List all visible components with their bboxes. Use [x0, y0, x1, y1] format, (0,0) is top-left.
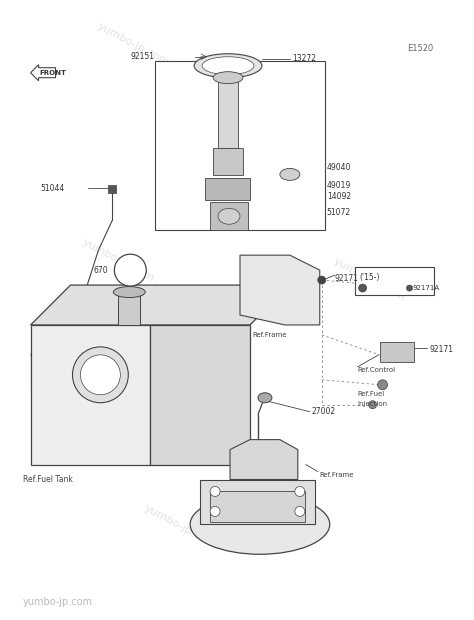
Polygon shape	[380, 342, 414, 362]
Circle shape	[359, 284, 366, 292]
Ellipse shape	[190, 495, 330, 554]
Ellipse shape	[113, 286, 145, 298]
Text: yumbo-jp.com: yumbo-jp.com	[81, 237, 156, 284]
Bar	[109, 185, 116, 193]
Text: 51072: 51072	[327, 208, 351, 217]
Polygon shape	[200, 479, 315, 525]
Text: yumbo-jp.com: yumbo-jp.com	[143, 503, 218, 549]
Polygon shape	[210, 492, 305, 523]
Text: yumbo-jp.com: yumbo-jp.com	[95, 21, 171, 68]
Text: Ref.Fuel Tank: Ref.Fuel Tank	[23, 475, 73, 484]
Polygon shape	[205, 179, 250, 200]
Text: yumbo-jp.com: yumbo-jp.com	[209, 101, 284, 148]
Polygon shape	[240, 255, 320, 325]
Polygon shape	[118, 295, 140, 325]
Text: Ref.Control: Ref.Control	[358, 367, 396, 373]
Text: FRONT: FRONT	[40, 69, 66, 76]
Polygon shape	[150, 325, 250, 464]
Text: 14092: 14092	[327, 192, 351, 201]
Text: yumbo-jp.com: yumbo-jp.com	[23, 597, 92, 607]
Ellipse shape	[218, 208, 240, 224]
Circle shape	[114, 254, 146, 286]
Ellipse shape	[202, 57, 254, 74]
Text: E1520: E1520	[408, 44, 434, 53]
Text: ('15-): ('15-)	[360, 273, 380, 281]
Polygon shape	[218, 78, 238, 148]
Text: 92171: 92171	[335, 273, 359, 283]
Polygon shape	[210, 202, 248, 230]
Text: 49019: 49019	[327, 181, 351, 190]
Text: yumbo-jp.com: yumbo-jp.com	[332, 256, 407, 303]
Polygon shape	[31, 325, 150, 464]
Text: 670: 670	[94, 265, 109, 275]
Polygon shape	[31, 64, 55, 81]
Circle shape	[295, 507, 305, 516]
Circle shape	[318, 276, 326, 284]
Circle shape	[295, 487, 305, 497]
Ellipse shape	[258, 392, 272, 403]
Text: 13272: 13272	[292, 54, 316, 63]
Circle shape	[210, 507, 220, 516]
Polygon shape	[213, 148, 243, 175]
Text: 92171A: 92171A	[412, 285, 439, 291]
Bar	[355, 267, 434, 295]
Text: Ref.Frame: Ref.Frame	[252, 332, 286, 338]
Text: 49040: 49040	[327, 163, 351, 172]
Text: 51044: 51044	[41, 184, 65, 193]
Polygon shape	[230, 440, 298, 479]
Circle shape	[407, 285, 412, 291]
Circle shape	[369, 401, 376, 409]
Text: Ref.Frame: Ref.Frame	[320, 472, 354, 477]
Circle shape	[378, 380, 388, 390]
Polygon shape	[31, 285, 290, 325]
Text: 27002: 27002	[312, 407, 336, 416]
Ellipse shape	[280, 169, 300, 180]
Circle shape	[210, 487, 220, 497]
Text: Injection: Injection	[358, 401, 388, 407]
Ellipse shape	[194, 54, 262, 78]
Text: 92171: 92171	[429, 345, 454, 355]
Bar	[155, 61, 325, 230]
Circle shape	[73, 347, 128, 403]
Ellipse shape	[213, 72, 243, 84]
Text: Ref.Fuel: Ref.Fuel	[358, 391, 385, 397]
Text: 92151: 92151	[130, 52, 155, 61]
Circle shape	[81, 355, 120, 395]
Text: yumbo-jp.com: yumbo-jp.com	[176, 336, 251, 383]
